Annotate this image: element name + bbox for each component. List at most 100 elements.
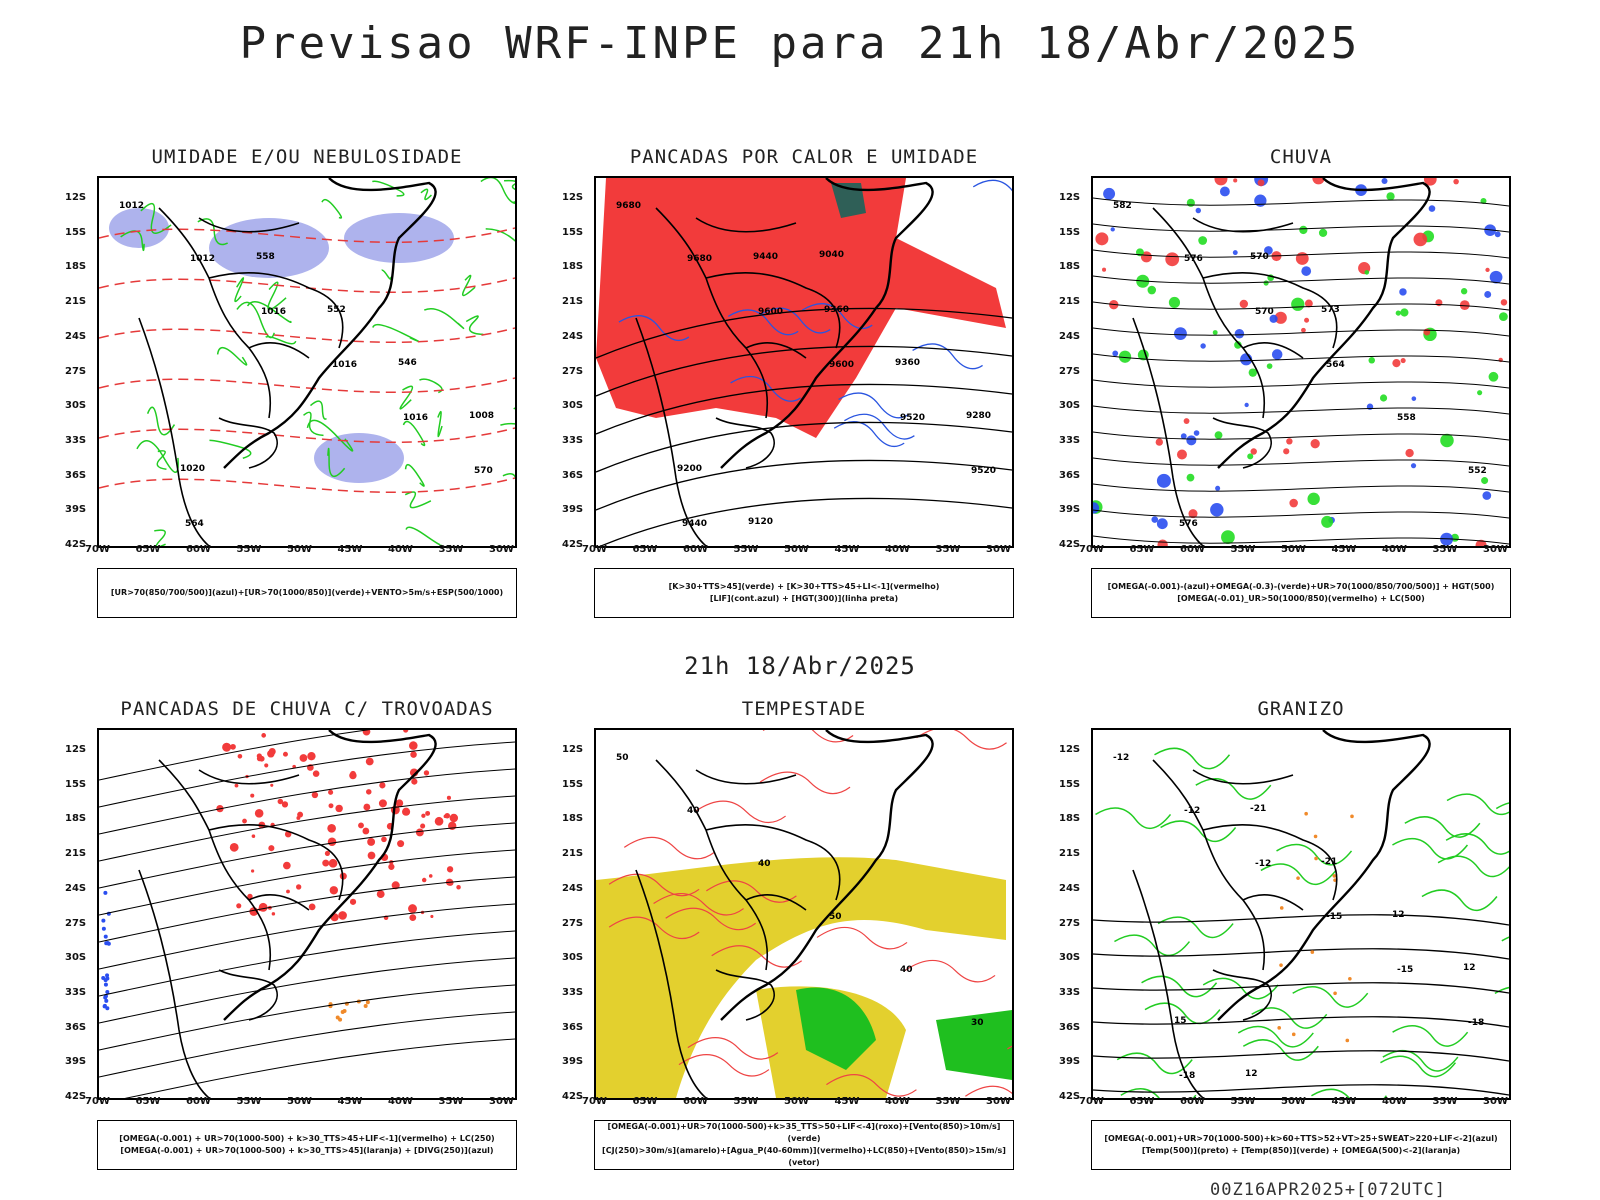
rain-cell — [1428, 205, 1436, 212]
storm-cell — [236, 903, 242, 909]
rain-cell — [1257, 179, 1265, 187]
omega-cell — [1350, 814, 1354, 819]
rain-cell — [1386, 192, 1395, 201]
country-border — [655, 207, 769, 419]
lat-label: 42S — [1059, 1091, 1081, 1102]
country-border — [198, 769, 300, 785]
lon-label: 30W — [1483, 544, 1508, 555]
contour-label: 40 — [758, 859, 771, 869]
lon-label: 55W — [1230, 544, 1256, 555]
storm-cell — [415, 828, 424, 837]
lat-label: 27S — [65, 365, 87, 377]
rain-cell — [1489, 270, 1503, 284]
rain-cell — [1482, 491, 1492, 500]
rain-cell — [1485, 267, 1490, 273]
temp850-contour — [1311, 1088, 1388, 1098]
streamline — [99, 741, 515, 808]
rain-cell — [1423, 178, 1437, 186]
rain-cell — [1140, 251, 1152, 263]
lon-label: 50W — [1281, 544, 1306, 555]
lat-label: 18S — [1059, 261, 1081, 273]
temp850-contour — [1404, 816, 1481, 838]
panel-pancadas-trovoadas: PANCADAS DE CHUVA C/ TROVOADAS 12S 15S 18S 2… — [65, 698, 517, 1170]
weather-map: 1012 1012 1016 1016 1016 570 564 558 552 546 1008 1… — [97, 176, 517, 548]
country-border — [248, 894, 310, 911]
precipitable-water-contour — [706, 880, 797, 903]
storm-cell — [328, 789, 334, 795]
rain-cell — [1301, 327, 1306, 333]
divergence-cell — [103, 978, 108, 983]
contour-label: 9120 — [748, 517, 773, 527]
lon-label: 45W — [834, 1096, 860, 1107]
lon-label: 50W — [287, 1096, 312, 1107]
contour-label: 9520 — [971, 466, 996, 476]
thickness-contour — [99, 277, 515, 293]
contour-label: 1012 — [119, 201, 144, 211]
lat-label: 30S — [562, 952, 584, 964]
contour-label: 15 — [1174, 1016, 1187, 1026]
weather-map: 9680 9680 9600 9600 9520 9520 9440 9440 9360 9360… — [594, 176, 1014, 548]
rain-cell — [1368, 357, 1376, 364]
rain-cell — [1110, 227, 1115, 232]
lon-label: 50W — [784, 1096, 809, 1107]
lon-label: 45W — [834, 544, 860, 555]
storm-cell — [277, 798, 284, 805]
omega-cell — [1279, 906, 1284, 910]
rain-cell — [1186, 198, 1195, 207]
country-border — [158, 207, 272, 419]
lon-label: 35W — [1432, 1096, 1458, 1107]
rain-cell — [1232, 250, 1238, 256]
humidity-area — [109, 208, 169, 248]
storm-cell — [270, 783, 274, 787]
lifted-index-contour — [833, 421, 905, 448]
storm-cell — [311, 791, 319, 799]
run-timestamp: 00Z16APR2025+[072UTC] — [1210, 1180, 1446, 1200]
storm-cell — [327, 837, 337, 847]
rain-cell — [1157, 539, 1168, 546]
country-border — [1152, 759, 1266, 971]
humidity-contour — [327, 447, 346, 477]
contour-label: 9280 — [966, 411, 991, 421]
rain-cell — [1095, 232, 1109, 246]
temp850-contour — [1120, 1088, 1197, 1098]
rain-cell — [1291, 297, 1305, 311]
storm-cell-orange — [363, 1003, 368, 1008]
divergence-cell — [105, 973, 110, 978]
lat-label: 24S — [1059, 882, 1081, 894]
storm-cell — [421, 813, 426, 818]
country-border — [715, 969, 775, 1021]
country-border — [248, 342, 310, 359]
lat-label: 21S — [65, 296, 87, 308]
humidity-contour — [420, 188, 432, 201]
country-border — [745, 894, 807, 911]
omega-cell — [1332, 874, 1337, 878]
panel-pancadas-calor: PANCADAS POR CALOR E UMIDADE 9680 9680 9600… — [562, 146, 1014, 618]
rain-cell — [1180, 433, 1187, 440]
storm-cell — [335, 804, 343, 813]
rain-cell — [1379, 394, 1388, 402]
precipitable-water-contour — [653, 892, 744, 916]
contour-label: 558 — [256, 252, 275, 262]
rain-cell — [1219, 186, 1230, 197]
temp500-contour — [1093, 1016, 1509, 1028]
humidity-contour — [402, 420, 426, 447]
streamline — [1093, 353, 1509, 363]
temp850-contour — [1501, 936, 1509, 942]
lon-label: 30W — [986, 1096, 1011, 1107]
humidity-contour — [465, 315, 484, 336]
storm-cell — [444, 812, 451, 819]
contour-label: 12 — [1245, 1069, 1258, 1079]
precipitable-water-contour — [665, 907, 757, 931]
lon-label: 35W — [935, 1096, 961, 1107]
contour-label: 9440 — [682, 519, 707, 529]
lon-label: 30W — [489, 544, 514, 555]
rain-cell — [1405, 448, 1414, 458]
rain-cell — [1200, 343, 1206, 349]
lifted-index-contour — [912, 343, 983, 370]
omega-cell — [1348, 976, 1352, 981]
omega-cell — [1333, 991, 1337, 996]
rain-cell — [1183, 418, 1190, 424]
streamline — [1093, 301, 1509, 311]
omega-cell — [1304, 811, 1308, 816]
storm-cell — [376, 890, 385, 899]
